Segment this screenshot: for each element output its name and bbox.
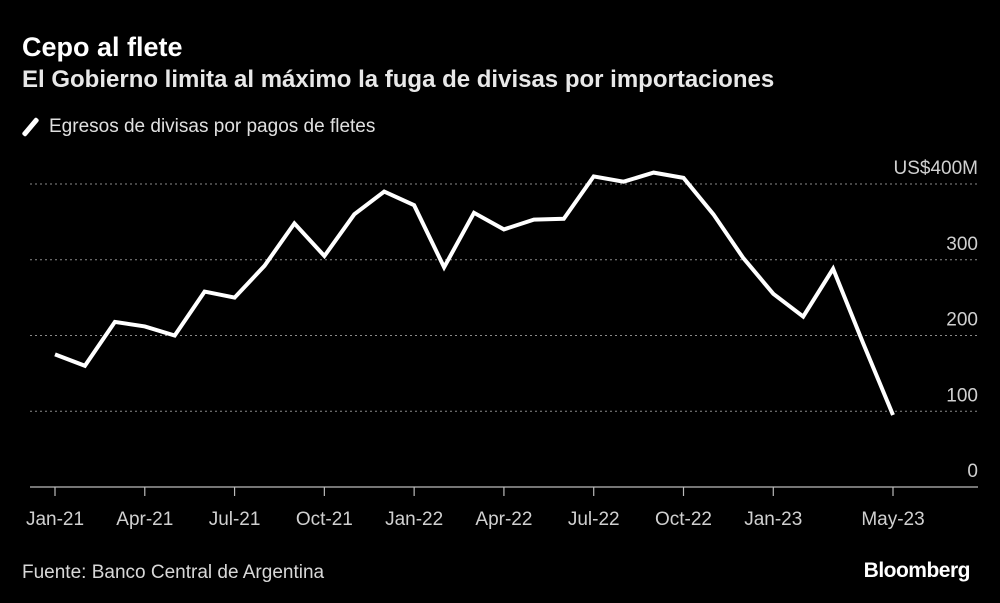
legend: Egresos de divisas por pagos de fletes: [21, 116, 376, 138]
x-tick-label: Oct-22: [655, 509, 712, 530]
series-line: [54, 170, 895, 416]
x-tick-label: Jan-23: [744, 509, 802, 530]
legend-label: Egresos de divisas por pagos de fletes: [49, 116, 376, 137]
x-tick-label: Oct-21: [296, 509, 353, 530]
gridlines: [30, 183, 978, 412]
x-tick-label: Jul-21: [209, 509, 261, 530]
y-tick-label: 300: [946, 234, 978, 255]
x-tick-label: Jan-21: [26, 509, 84, 530]
series-line-layer: [54, 170, 895, 416]
y-tick-label: 0: [967, 461, 978, 482]
chart-subtitle: El Gobierno limita al máximo la fuga de …: [22, 66, 775, 93]
y-tick-label: 200: [946, 310, 978, 331]
bloomberg-logo: Bloomberg: [863, 559, 971, 582]
x-tick-label: Apr-22: [475, 509, 532, 530]
y-axis-labels: US$400M 300 200 100 0: [894, 158, 979, 482]
x-tick-label: Jul-22: [568, 509, 620, 530]
y-tick-label: US$400M: [894, 158, 979, 179]
x-tick-label: Apr-21: [116, 509, 173, 530]
x-axis-ticks: Jan-21 Apr-21 Jul-21 Oct-21 Jan-22 Apr-22 Jul-…: [26, 487, 925, 530]
x-tick-label: May-23: [861, 509, 924, 530]
x-tick-label: Jan-22: [385, 509, 443, 530]
source-note: Fuente: Banco Central de Argentina: [22, 562, 325, 583]
y-tick-label: 100: [946, 385, 978, 406]
chart-title: Cepo al flete: [22, 32, 183, 62]
